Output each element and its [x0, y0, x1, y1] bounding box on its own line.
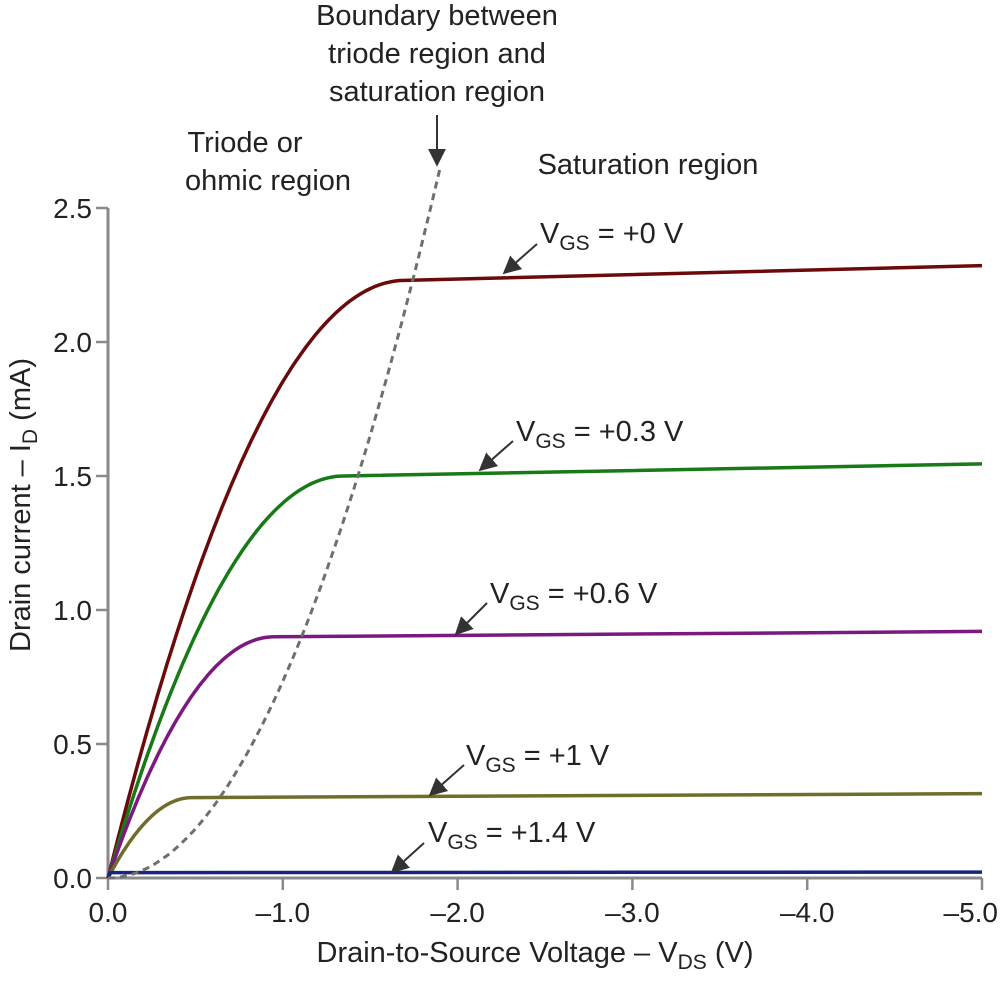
y-tick-label: 1.5 [53, 461, 92, 492]
y-axis-title-main: Drain current – I [5, 444, 37, 652]
x-axis-title-rest: (V) [707, 937, 754, 969]
y-axis-title-group: Drain current – ID (mA) [5, 358, 42, 652]
boundary-annotation-line: saturation region [329, 76, 545, 108]
series-label: VGS = +1 V [466, 740, 610, 777]
series-label-rest: = +0 V [590, 218, 684, 250]
y-tick-label: 2.5 [53, 193, 92, 224]
x-axis-title: Drain-to-Source Voltage – VDS (V) [317, 937, 754, 974]
x-tick-label: –1.0 [256, 897, 311, 928]
x-tick-label: –3.0 [605, 897, 660, 928]
x-axis-title-sub: DS [678, 951, 707, 974]
y-axis-title-sub: D [19, 429, 42, 444]
series-label: VGS = +0 V [540, 218, 684, 255]
series-label-main: V [516, 416, 536, 448]
series-label-arrow [390, 842, 425, 874]
boundary-annotation-line: triode region and [328, 38, 546, 70]
boundary-annotation-line: Boundary between [316, 0, 558, 32]
series-label-sub: GS [535, 430, 565, 453]
series-line-vgs-0 [106, 263, 983, 879]
series-label-main: V [490, 578, 510, 610]
series-label-rest: = +1 V [516, 740, 610, 772]
x-tick-label: –2.0 [430, 897, 485, 928]
series-label-arrow [454, 602, 488, 636]
series-label: VGS = +1.4 V [428, 817, 596, 854]
y-tick-label: 0.5 [53, 729, 92, 760]
series-label-rest: = +0.6 V [540, 578, 658, 610]
y-tick-label: 0.0 [53, 863, 92, 894]
series-label-sub: GS [447, 831, 477, 854]
triode-annotation-line: Triode or [188, 127, 303, 159]
series-label: VGS = +0.6 V [490, 578, 658, 615]
series-label-arrow [478, 440, 514, 472]
x-tick-label: –4.0 [780, 897, 835, 928]
y-axis-title: Drain current – ID (mA) [5, 358, 42, 652]
series-label-rest: = +1.4 V [478, 817, 596, 849]
series-label-sub: GS [509, 592, 539, 615]
y-tick-label: 1.0 [53, 595, 92, 626]
series-line-vgs-1 [106, 791, 983, 879]
series-label: VGS = +0.3 V [516, 416, 684, 453]
series-label-main: V [428, 817, 448, 849]
saturation-annotation: Saturation region [538, 149, 759, 181]
series-label-arrow [428, 764, 465, 797]
series-line-vgs-0-6 [106, 629, 983, 879]
series-label-main: V [540, 218, 560, 250]
series-label-arrow [502, 243, 538, 275]
x-tick-label: 0.0 [89, 897, 128, 928]
series-line-vgs-0-3 [106, 462, 983, 879]
series-label-rest: = +0.3 V [566, 416, 684, 448]
y-axis-title-rest: (mA) [5, 358, 37, 429]
boundary-curve [107, 167, 442, 880]
annotations: Boundary between triode region and saturat… [185, 0, 758, 197]
x-axis-title-main: Drain-to-Source Voltage – V [317, 937, 679, 969]
y-tick-label: 2.0 [53, 327, 92, 358]
series-label-sub: GS [559, 232, 589, 255]
series-label-main: V [466, 740, 486, 772]
series-label-sub: GS [485, 754, 515, 777]
axes: 0.0 0.5 1.0 1.5 2.0 2.5 0.0 –1.0 –2.0 –3.0 –4.0 –5.… [5, 193, 998, 974]
triode-annotation-line: ohmic region [185, 165, 351, 197]
x-tick-label: –5.0 [944, 897, 999, 928]
